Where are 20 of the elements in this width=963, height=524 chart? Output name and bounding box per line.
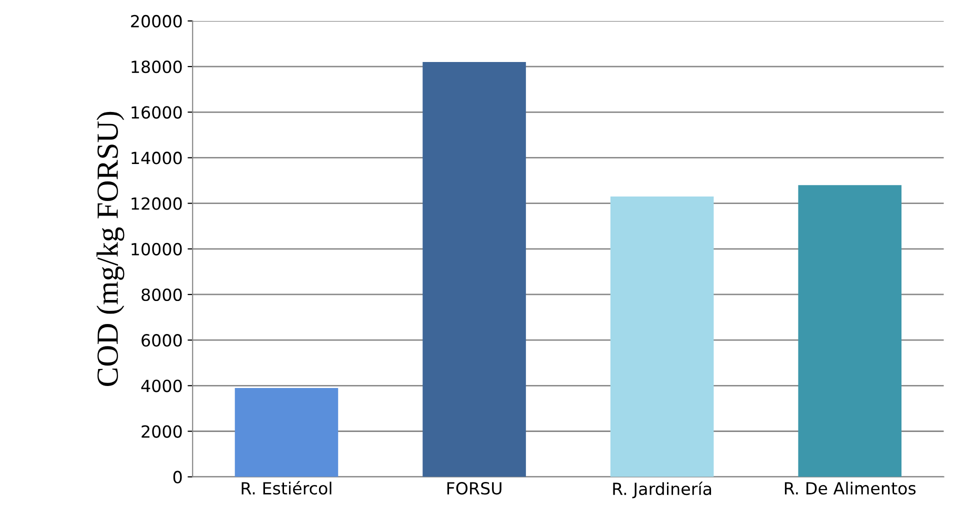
y-tick-label: 12000 xyxy=(132,197,182,210)
bar xyxy=(422,62,526,477)
y-tick-label: 0 xyxy=(173,470,182,484)
y-tick-label: 8000 xyxy=(142,288,182,302)
y-tick-label: 16000 xyxy=(132,106,182,119)
bar xyxy=(610,196,714,477)
bar xyxy=(234,388,338,477)
x-tick-label: R. Estiércol xyxy=(242,481,332,495)
y-tick-label: 4000 xyxy=(141,380,182,392)
y-tick-label: 20000 xyxy=(131,14,182,28)
y-tick-label: 2000 xyxy=(142,425,182,438)
x-tick-label: R. Jardinería xyxy=(613,482,712,498)
y-tick-label: 10000 xyxy=(132,242,182,256)
y-axis-title: COD (mg/kg FORSU) xyxy=(96,112,124,386)
y-tick-label: 6000 xyxy=(142,334,182,347)
y-tick-label: 18000 xyxy=(132,60,182,74)
x-tick-label: FORSU xyxy=(447,482,502,495)
x-tick-label: R. De Alimentos xyxy=(784,482,916,495)
y-tick-label: 14000 xyxy=(132,152,182,164)
bar xyxy=(798,185,902,477)
